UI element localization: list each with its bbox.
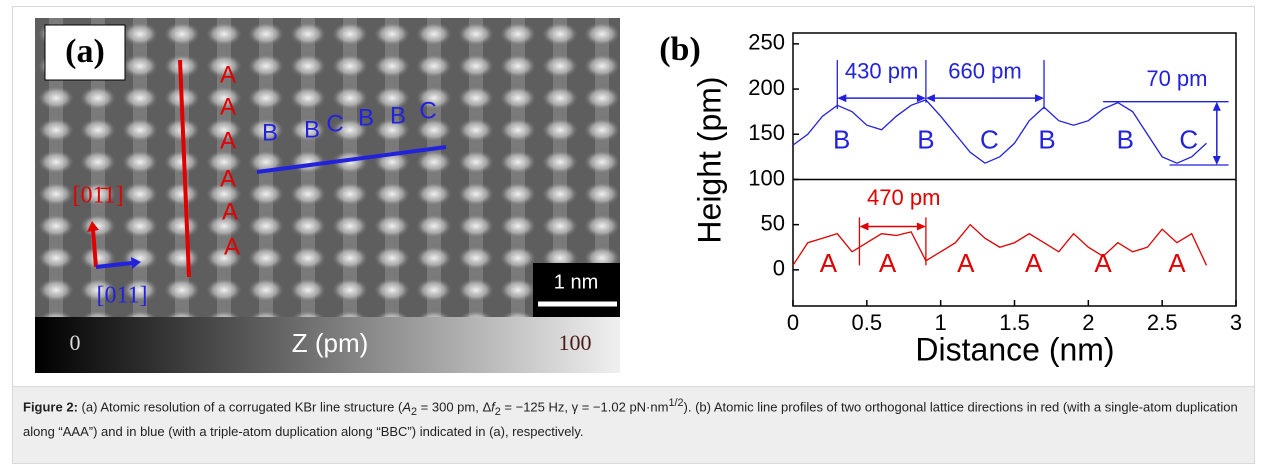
profile-letter: C <box>980 124 999 154</box>
annotation: 430 pm <box>845 59 918 84</box>
colorbar <box>35 317 620 373</box>
arrow-head <box>1212 155 1221 165</box>
row-letter: C <box>326 110 343 137</box>
scale-label: 1 nm <box>554 271 598 293</box>
profile-letter: C <box>1179 124 1198 154</box>
arrow-head <box>131 257 141 269</box>
caption-text: = −125 Hz, γ = −1.02 pN·nm <box>500 399 669 415</box>
arrow-head <box>1212 101 1221 111</box>
caption-text: 2 <box>411 405 418 418</box>
y-tick-label: 50 <box>761 210 785 235</box>
colorbar-title: Z (pm) <box>292 328 369 358</box>
x-tick-label: 3 <box>1230 310 1242 335</box>
arrow-head <box>87 221 99 232</box>
row-letter: A <box>224 233 240 260</box>
caption-text: = 300 pm, Δ <box>417 399 492 415</box>
dir-arrow <box>95 261 133 269</box>
profile-letter: A <box>879 248 897 278</box>
x-tick-label: 1 <box>935 310 947 335</box>
direction-label: [011] <box>96 283 147 309</box>
row-letter: B <box>358 104 374 131</box>
caption-text: 1/2 <box>668 397 684 409</box>
profile-line <box>792 99 1207 164</box>
blue-line <box>256 145 447 174</box>
red-line <box>178 59 191 278</box>
y-tick-label: 250 <box>748 30 785 55</box>
profile-line <box>792 223 1208 266</box>
row-letter: A <box>220 165 236 192</box>
caption: Figure 2: (a) Atomic resolution of a cor… <box>12 386 1255 464</box>
profile-letter: B <box>1117 124 1134 154</box>
panel-b: (b) Height (pm) Distance (nm) 0 50 100 150 2… <box>659 30 1242 368</box>
profile-letter: A <box>820 248 838 278</box>
colorbar-max: 100 <box>559 330 592 355</box>
annotation: 470 pm <box>867 185 940 210</box>
x-tick-label: 1.5 <box>999 310 1030 335</box>
profile-letter: B <box>833 124 850 154</box>
y-tick-label: 150 <box>748 120 785 145</box>
arrow-head <box>916 94 926 103</box>
arrow-head <box>837 94 847 103</box>
x-tick-label: 2.5 <box>1147 310 1178 335</box>
label-box <box>44 24 126 81</box>
row-letter: B <box>262 119 278 146</box>
profile-letter: B <box>917 124 934 154</box>
annotation: 660 pm <box>948 59 1021 84</box>
arrow-head <box>916 222 926 231</box>
arrow-head <box>925 94 935 103</box>
dir-arrow <box>91 229 98 268</box>
profile-letter: A <box>1025 248 1043 278</box>
x-tick-label: 2 <box>1082 310 1094 335</box>
x-tick-label: 0 <box>787 310 799 335</box>
row-letter: B <box>304 116 320 143</box>
panel-label: (b) <box>659 31 701 68</box>
profile-letter: B <box>1038 124 1055 154</box>
caption-label: Figure 2: <box>23 399 78 415</box>
row-letter: A <box>220 127 236 154</box>
caption-text: f <box>491 399 495 415</box>
caption-text: A <box>402 399 412 415</box>
x-axis-title: Distance (nm) <box>915 331 1114 367</box>
panel-label: (a) <box>65 33 105 70</box>
caption-text: ). (b) Atomic line profiles of two ortho… <box>23 399 1238 439</box>
y-tick-label: 0 <box>773 256 785 281</box>
scale-box <box>533 263 620 317</box>
direction-label: [01̄1] <box>72 183 123 209</box>
x-tick-label: 0.5 <box>852 310 883 335</box>
row-letter: A <box>220 61 236 88</box>
row-letter: A <box>222 198 238 225</box>
annotation: 70 pm <box>1146 66 1207 91</box>
y-tick-label: 100 <box>748 165 785 190</box>
y-axis-title: Height (pm) <box>691 76 727 243</box>
arrow-head <box>1035 94 1045 103</box>
profile-letter: A <box>1168 248 1186 278</box>
profile-letter: A <box>1094 248 1112 278</box>
panel-a: (a) [01̄1] [011] 1 nm 0 Z (pm) 100 AAAAA… <box>35 18 620 373</box>
colorbar-min: 0 <box>70 330 81 355</box>
arrow-head <box>859 222 869 231</box>
y-tick-label: 200 <box>748 75 785 100</box>
row-letter: A <box>220 93 236 120</box>
caption-text: 2 <box>494 405 501 418</box>
figure-frame <box>12 6 1255 387</box>
caption-text: (a) Atomic resolution of a corrugated KB… <box>81 399 403 415</box>
profile-letter: A <box>957 248 975 278</box>
row-letter: C <box>419 97 436 124</box>
row-letter: B <box>390 102 406 129</box>
